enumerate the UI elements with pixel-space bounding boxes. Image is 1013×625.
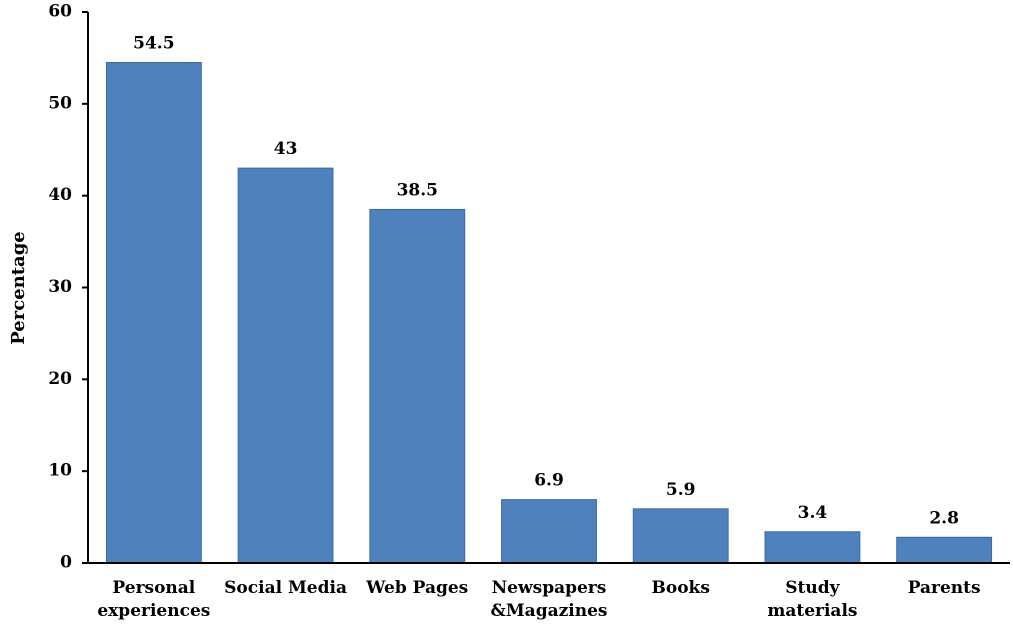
bar-value-label: 54.5 — [133, 34, 174, 54]
x-category-label: Parents — [908, 578, 981, 598]
y-tick-label: 10 — [48, 461, 72, 481]
bar-value-label: 38.5 — [397, 180, 438, 200]
x-category-label: Personal — [112, 578, 195, 598]
x-category-label: &Magazines — [491, 601, 608, 621]
x-category-label: Newspapers — [492, 578, 607, 598]
bar — [764, 531, 861, 564]
x-category-label: Social Media — [224, 578, 347, 598]
bar-value-label: 43 — [274, 139, 298, 159]
x-category-label: Web Pages — [365, 578, 468, 598]
value-labels-group: 54.5 43 38.5 6.9 5.9 3.4 2.8 — [133, 34, 959, 529]
x-labels-group: Personal experiences Social Media Web Pages… — [97, 578, 980, 621]
y-tick-label: 40 — [48, 185, 72, 205]
bar — [369, 208, 466, 564]
bar — [896, 536, 993, 564]
bar-value-label: 2.8 — [929, 508, 959, 528]
bar-value-label: 5.9 — [666, 480, 696, 500]
y-tick-label: 60 — [48, 2, 72, 22]
bar — [237, 167, 334, 564]
y-tick-label: 30 — [48, 277, 72, 297]
bar — [105, 62, 202, 564]
x-category-label: Study — [785, 578, 840, 598]
bar-value-label: 6.9 — [534, 471, 564, 491]
y-tick-label: 20 — [48, 369, 72, 389]
y-ticks-group: 0 10 20 30 40 50 60 — [48, 2, 88, 573]
bar — [632, 508, 729, 564]
bar-value-label: 3.4 — [798, 503, 828, 523]
y-tick-label: 50 — [48, 93, 72, 113]
x-category-label: experiences — [97, 601, 210, 621]
y-tick-label: 0 — [60, 553, 72, 573]
bar — [501, 499, 597, 564]
y-axis-title: Percentage — [8, 231, 29, 345]
bars-group — [105, 62, 993, 564]
x-category-label: materials — [767, 601, 857, 621]
x-category-label: Books — [652, 578, 710, 598]
